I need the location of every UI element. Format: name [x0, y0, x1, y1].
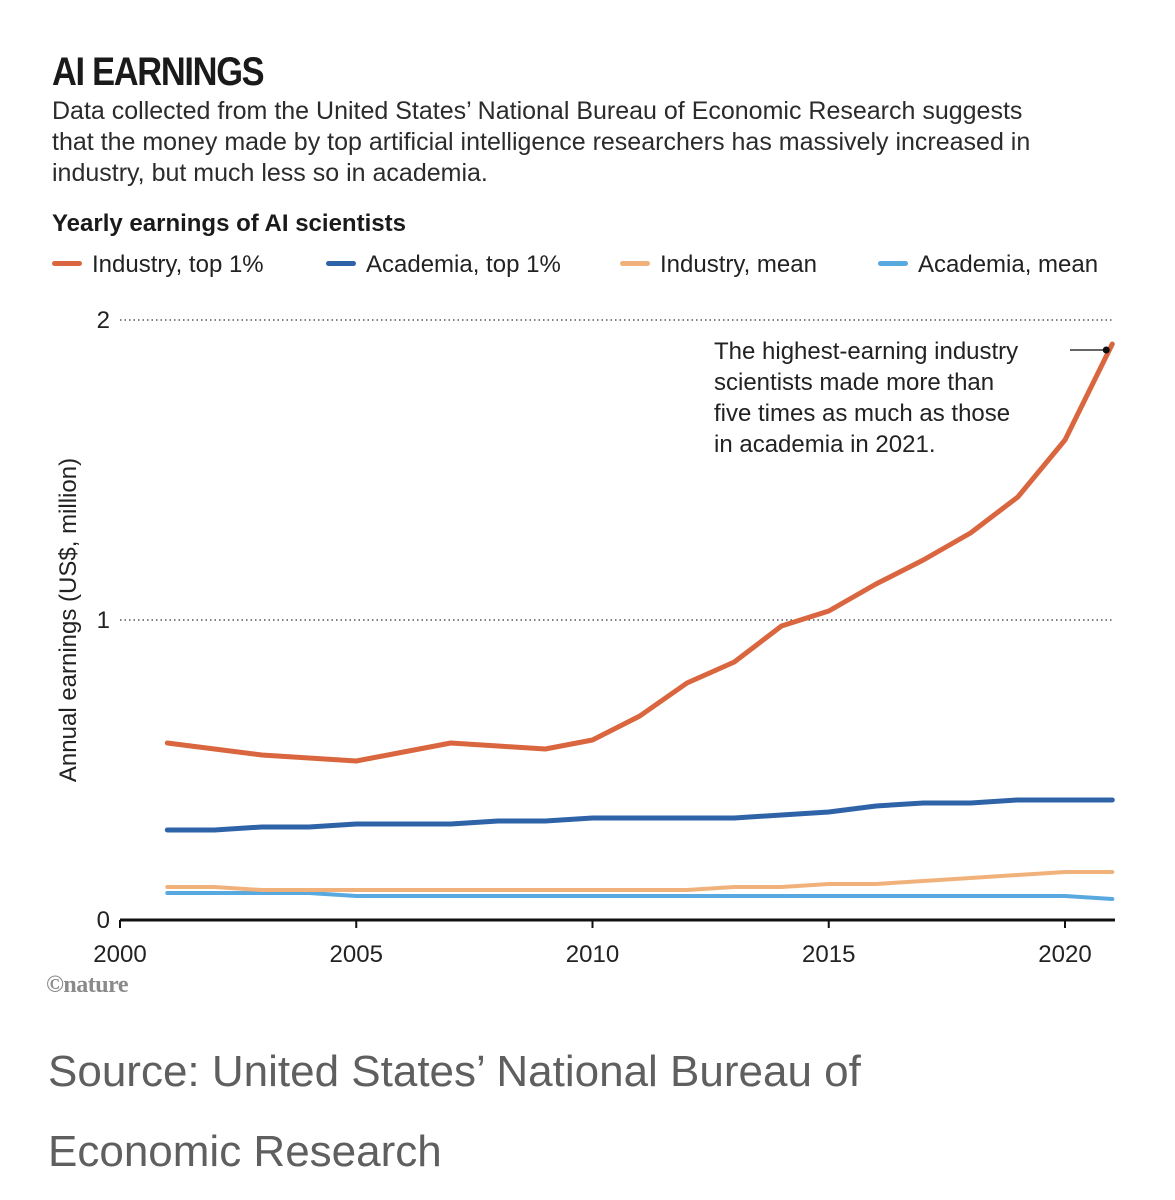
legend-label-academia-top: Academia, top 1%	[366, 251, 561, 278]
y-tick-label-1: 1	[97, 607, 110, 634]
legend-label-industry-mean: Industry, mean	[660, 251, 817, 278]
y-tick-label-0: 0	[97, 907, 110, 934]
nature-credit: ©nature	[46, 972, 129, 998]
annotation-line-4: in academia in 2021.	[714, 431, 935, 458]
legend-label-academia-mean: Academia, mean	[918, 251, 1099, 278]
chart-heading: Yearly earnings of AI scientists	[52, 210, 406, 237]
y-tick-label-2: 2	[97, 307, 110, 334]
legend-item-academia-top: Academia, top 1%	[326, 250, 561, 280]
legend-swatch-academia-top	[326, 261, 356, 267]
legend-item-industry-top: Industry, top 1%	[52, 250, 264, 280]
legend-swatch-academia-mean	[878, 261, 908, 267]
legend-label-industry-top: Industry, top 1%	[92, 251, 264, 278]
industry-top-line	[164, 341, 1115, 764]
x-tick-label-2020: 2020	[1038, 941, 1091, 968]
line-chart: 0 1 2 2000 2005 2010 2015 2020 Annual earnings (…	[55, 307, 1115, 968]
x-tick-label-2000: 2000	[93, 941, 146, 968]
legend-swatch-industry-mean	[620, 261, 650, 267]
chart-subtitle: Data collected from the United States’ N…	[52, 97, 1031, 187]
x-tick-label-2005: 2005	[330, 941, 383, 968]
academia-mean-line	[165, 891, 1115, 901]
annotation-line-2: scientists made more than	[714, 369, 994, 396]
industry-mean-line	[165, 870, 1115, 892]
legend-swatch-industry-top	[52, 261, 82, 267]
annotation-line-3: five times as much as those	[714, 400, 1010, 427]
chart-title: AI EARNINGS	[52, 50, 265, 94]
legend-item-industry-mean: Industry, mean	[620, 250, 817, 280]
legend-item-academia-mean: Academia, mean	[878, 250, 1098, 280]
academia-top-line	[164, 797, 1115, 833]
annotation-point	[1102, 346, 1110, 354]
x-tick-label-2010: 2010	[566, 941, 619, 968]
legend: Industry, top 1% Academia, top 1% Indust…	[52, 250, 1172, 284]
annotation-line-1: The highest-earning industry	[714, 338, 1018, 365]
source-note: Source: United States’ National Bureau o…	[48, 1047, 861, 1176]
y-axis-label: Annual earnings (US$, million)	[55, 458, 82, 782]
x-tick-label-2015: 2015	[802, 941, 855, 968]
